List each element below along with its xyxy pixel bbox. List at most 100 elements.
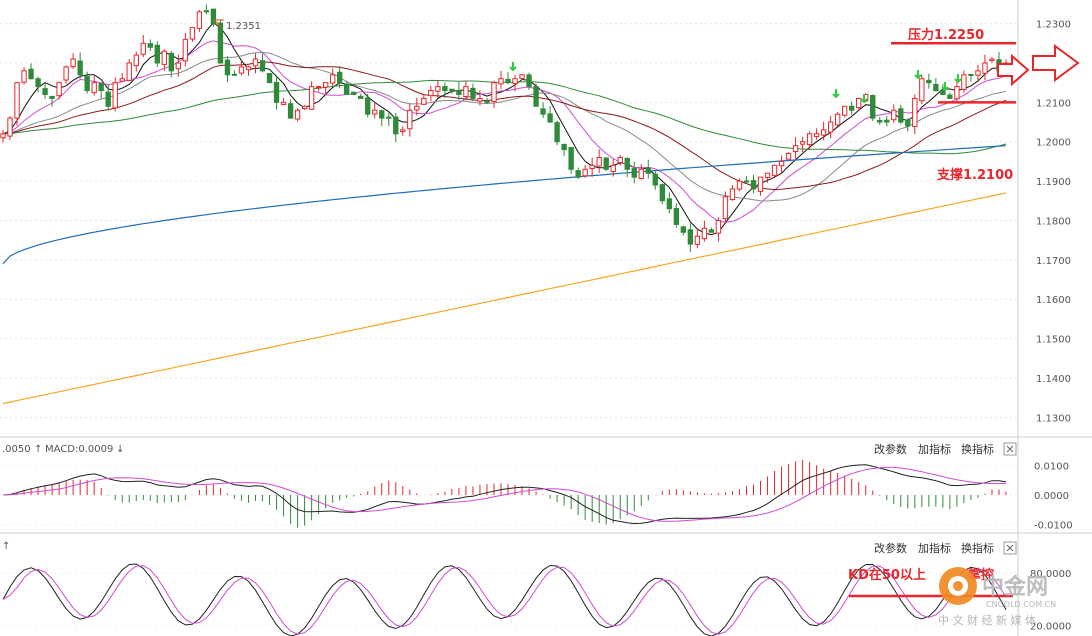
candle-body [63, 66, 69, 81]
candle-body [519, 74, 525, 79]
arrow-right-icon-2 [1032, 44, 1080, 82]
candle-body [175, 62, 182, 70]
candle-body [280, 101, 287, 105]
candle-body [842, 105, 848, 116]
candle-body [407, 109, 413, 130]
candle-body [308, 86, 315, 110]
candle-body [329, 74, 336, 84]
candle-body [322, 82, 329, 88]
kd-btn-params[interactable]: 改参数 [874, 541, 907, 555]
candle-body [421, 97, 427, 105]
ma-line-ma250 [2, 192, 1007, 405]
candle-body [315, 86, 322, 89]
watermark-brand: 中金网 [982, 574, 1048, 600]
ma-line-ma120 [2, 145, 1007, 265]
candle-body [28, 68, 34, 80]
y-tick-label: 1.1900 [1036, 177, 1071, 188]
candle-body [533, 86, 539, 107]
candle-body [182, 38, 189, 62]
main-y-axis: 1.23001.22001.21001.20001.19001.18001.17… [1036, 20, 1071, 425]
y-tick-label: 1.1400 [1036, 374, 1071, 385]
macd-tick-label: 0.0000 [1034, 491, 1069, 502]
candle-body [652, 173, 658, 186]
candle-body [687, 229, 694, 245]
kd-y-axis: 80.0000 20.0000 [0, 569, 1071, 633]
candle-body [624, 158, 630, 170]
candle-body [203, 10, 210, 13]
candle-body [301, 105, 308, 110]
macd-btn-add[interactable]: 加指标 [918, 442, 951, 456]
ma-line-ma10 [2, 40, 1007, 223]
kd-btn-add[interactable]: 加指标 [918, 541, 951, 555]
candle-body [596, 156, 602, 167]
candle-body [393, 116, 399, 135]
kd-d-line [2, 565, 1007, 635]
macd-btn-switch[interactable]: 换指标 [961, 442, 994, 456]
candle-body [252, 58, 259, 67]
candle-body [547, 113, 553, 123]
candle-body [35, 78, 41, 88]
candle-body [91, 82, 97, 94]
candle-body [484, 100, 490, 103]
candle-body [49, 95, 55, 99]
candle-body [372, 109, 378, 115]
candle-body [161, 50, 167, 65]
candle-body [14, 82, 20, 119]
y-tick-label: 1.2000 [1036, 138, 1071, 149]
down-arrow-icon [954, 74, 962, 84]
down-arrow-icon [941, 82, 949, 92]
down-arrow-icon [509, 62, 517, 72]
macd-header-value: MACD:0.0009 [45, 444, 113, 455]
candle-body [245, 66, 252, 71]
candle-body [785, 153, 792, 160]
candle-body [884, 119, 890, 123]
candle-body [365, 97, 371, 115]
candle-body [386, 116, 392, 119]
y-tick-label: 1.2100 [1036, 98, 1071, 109]
candle-body [827, 121, 834, 133]
candle-body [701, 227, 708, 240]
candle-body [112, 82, 118, 109]
y-tick-label: 1.1800 [1036, 216, 1071, 227]
kd-annotation: KD在50以上 [848, 567, 926, 583]
macd-close-icon[interactable] [1003, 442, 1017, 456]
candle-body [659, 184, 665, 202]
candle-body [750, 180, 757, 190]
candle-body [70, 58, 76, 68]
macd-y-axis: 0.0100 0.0000 -0.0100 [0, 461, 1073, 532]
candle-body [0, 133, 6, 139]
candle-body [617, 156, 623, 164]
candle-body [554, 122, 560, 143]
candle-body [259, 60, 266, 72]
candle-body [891, 109, 897, 121]
y-tick-label: 1.1300 [1036, 413, 1071, 424]
candle-body [463, 86, 469, 98]
candle-body [792, 145, 799, 153]
down-arrow-icon [832, 89, 840, 99]
candle-body [294, 109, 301, 120]
candle-body [154, 44, 160, 64]
kd-btn-switch[interactable]: 换指标 [961, 541, 994, 555]
macd-btn-params[interactable]: 改参数 [874, 442, 907, 456]
kd-close-icon[interactable] [1003, 541, 1017, 555]
candle-body [287, 103, 294, 119]
kd-tick-label: 20.0000 [1030, 622, 1071, 633]
candle-body [351, 91, 357, 95]
candle-body [813, 133, 820, 137]
macd-lines [2, 464, 1007, 525]
watermark-subtitle: 中 文 财 经 新 媒 体 [938, 613, 1036, 627]
macd-dea-line [2, 466, 1007, 522]
y-tick-label: 1.2300 [1036, 20, 1071, 31]
candle-body [238, 66, 245, 74]
high-marker-icon [213, 19, 224, 29]
candle-body [764, 172, 771, 178]
candle-body [799, 141, 806, 145]
ma-line-ma60 [2, 79, 1007, 155]
candle-body [84, 75, 90, 92]
candle-body [77, 60, 83, 76]
candle-body [877, 119, 883, 123]
signal-markers [509, 62, 962, 104]
watermark: 中金网 CNGOLD.COM.CN 中 文 财 经 新 媒 体 [938, 567, 1056, 627]
candle-body [512, 78, 518, 85]
candle-body [196, 11, 203, 29]
